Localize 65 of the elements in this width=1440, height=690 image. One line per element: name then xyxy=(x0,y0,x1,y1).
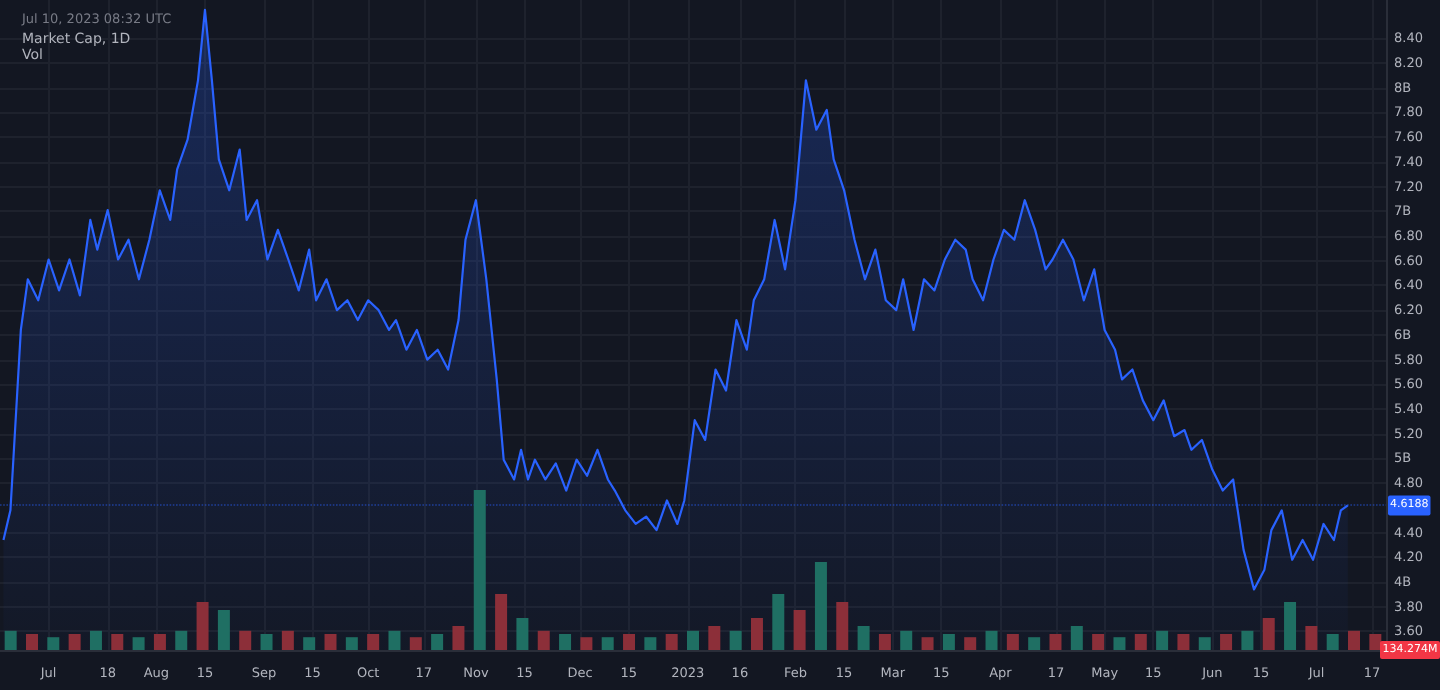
bar xyxy=(1092,634,1105,650)
bar xyxy=(1305,626,1318,650)
bar xyxy=(1220,634,1233,650)
bar xyxy=(836,602,849,650)
bar xyxy=(324,634,337,650)
bar xyxy=(985,630,998,650)
bar xyxy=(1262,618,1275,650)
bar xyxy=(708,626,721,650)
bar xyxy=(89,630,102,650)
bar xyxy=(47,637,60,650)
bar xyxy=(388,630,401,650)
bar xyxy=(367,634,380,650)
bar xyxy=(921,637,934,650)
bar xyxy=(68,634,81,650)
bar xyxy=(431,634,444,650)
bar xyxy=(1177,634,1190,650)
bar xyxy=(857,626,870,650)
bar xyxy=(1070,626,1083,650)
bar xyxy=(900,630,913,650)
bar xyxy=(1156,630,1169,650)
bar xyxy=(153,634,166,650)
bar xyxy=(665,634,678,650)
bar xyxy=(1028,637,1041,650)
bar xyxy=(239,630,252,650)
bar xyxy=(196,602,209,650)
bar xyxy=(111,634,124,650)
bar xyxy=(1198,637,1211,650)
bar xyxy=(644,637,657,650)
bar xyxy=(1049,634,1062,650)
bar xyxy=(942,634,955,650)
bar xyxy=(1284,602,1297,650)
bar xyxy=(559,634,572,650)
bar xyxy=(495,594,508,650)
bar xyxy=(175,630,188,650)
bar xyxy=(473,490,486,650)
bar xyxy=(409,637,422,650)
bar xyxy=(260,634,273,650)
bar xyxy=(452,626,465,650)
bar xyxy=(345,637,358,650)
bar xyxy=(772,594,785,650)
bar xyxy=(814,562,827,650)
bar xyxy=(1326,634,1339,650)
bar xyxy=(516,618,529,650)
bar xyxy=(580,637,593,650)
bar xyxy=(687,630,699,650)
bar xyxy=(1348,630,1361,650)
bar xyxy=(217,610,230,650)
bar xyxy=(601,637,614,650)
bar xyxy=(1113,637,1126,650)
bar xyxy=(1369,634,1382,650)
bar xyxy=(793,610,806,650)
bar xyxy=(303,637,316,650)
bar xyxy=(281,630,294,650)
bar xyxy=(25,634,38,650)
bar xyxy=(1241,630,1254,650)
bar xyxy=(1006,634,1019,650)
bar xyxy=(1134,634,1147,650)
bar xyxy=(878,634,891,650)
bar xyxy=(729,630,742,650)
bar xyxy=(537,630,550,650)
bar xyxy=(132,637,145,650)
bar xyxy=(623,634,636,650)
bar xyxy=(750,618,763,650)
bar xyxy=(4,630,17,650)
bar xyxy=(964,637,977,650)
